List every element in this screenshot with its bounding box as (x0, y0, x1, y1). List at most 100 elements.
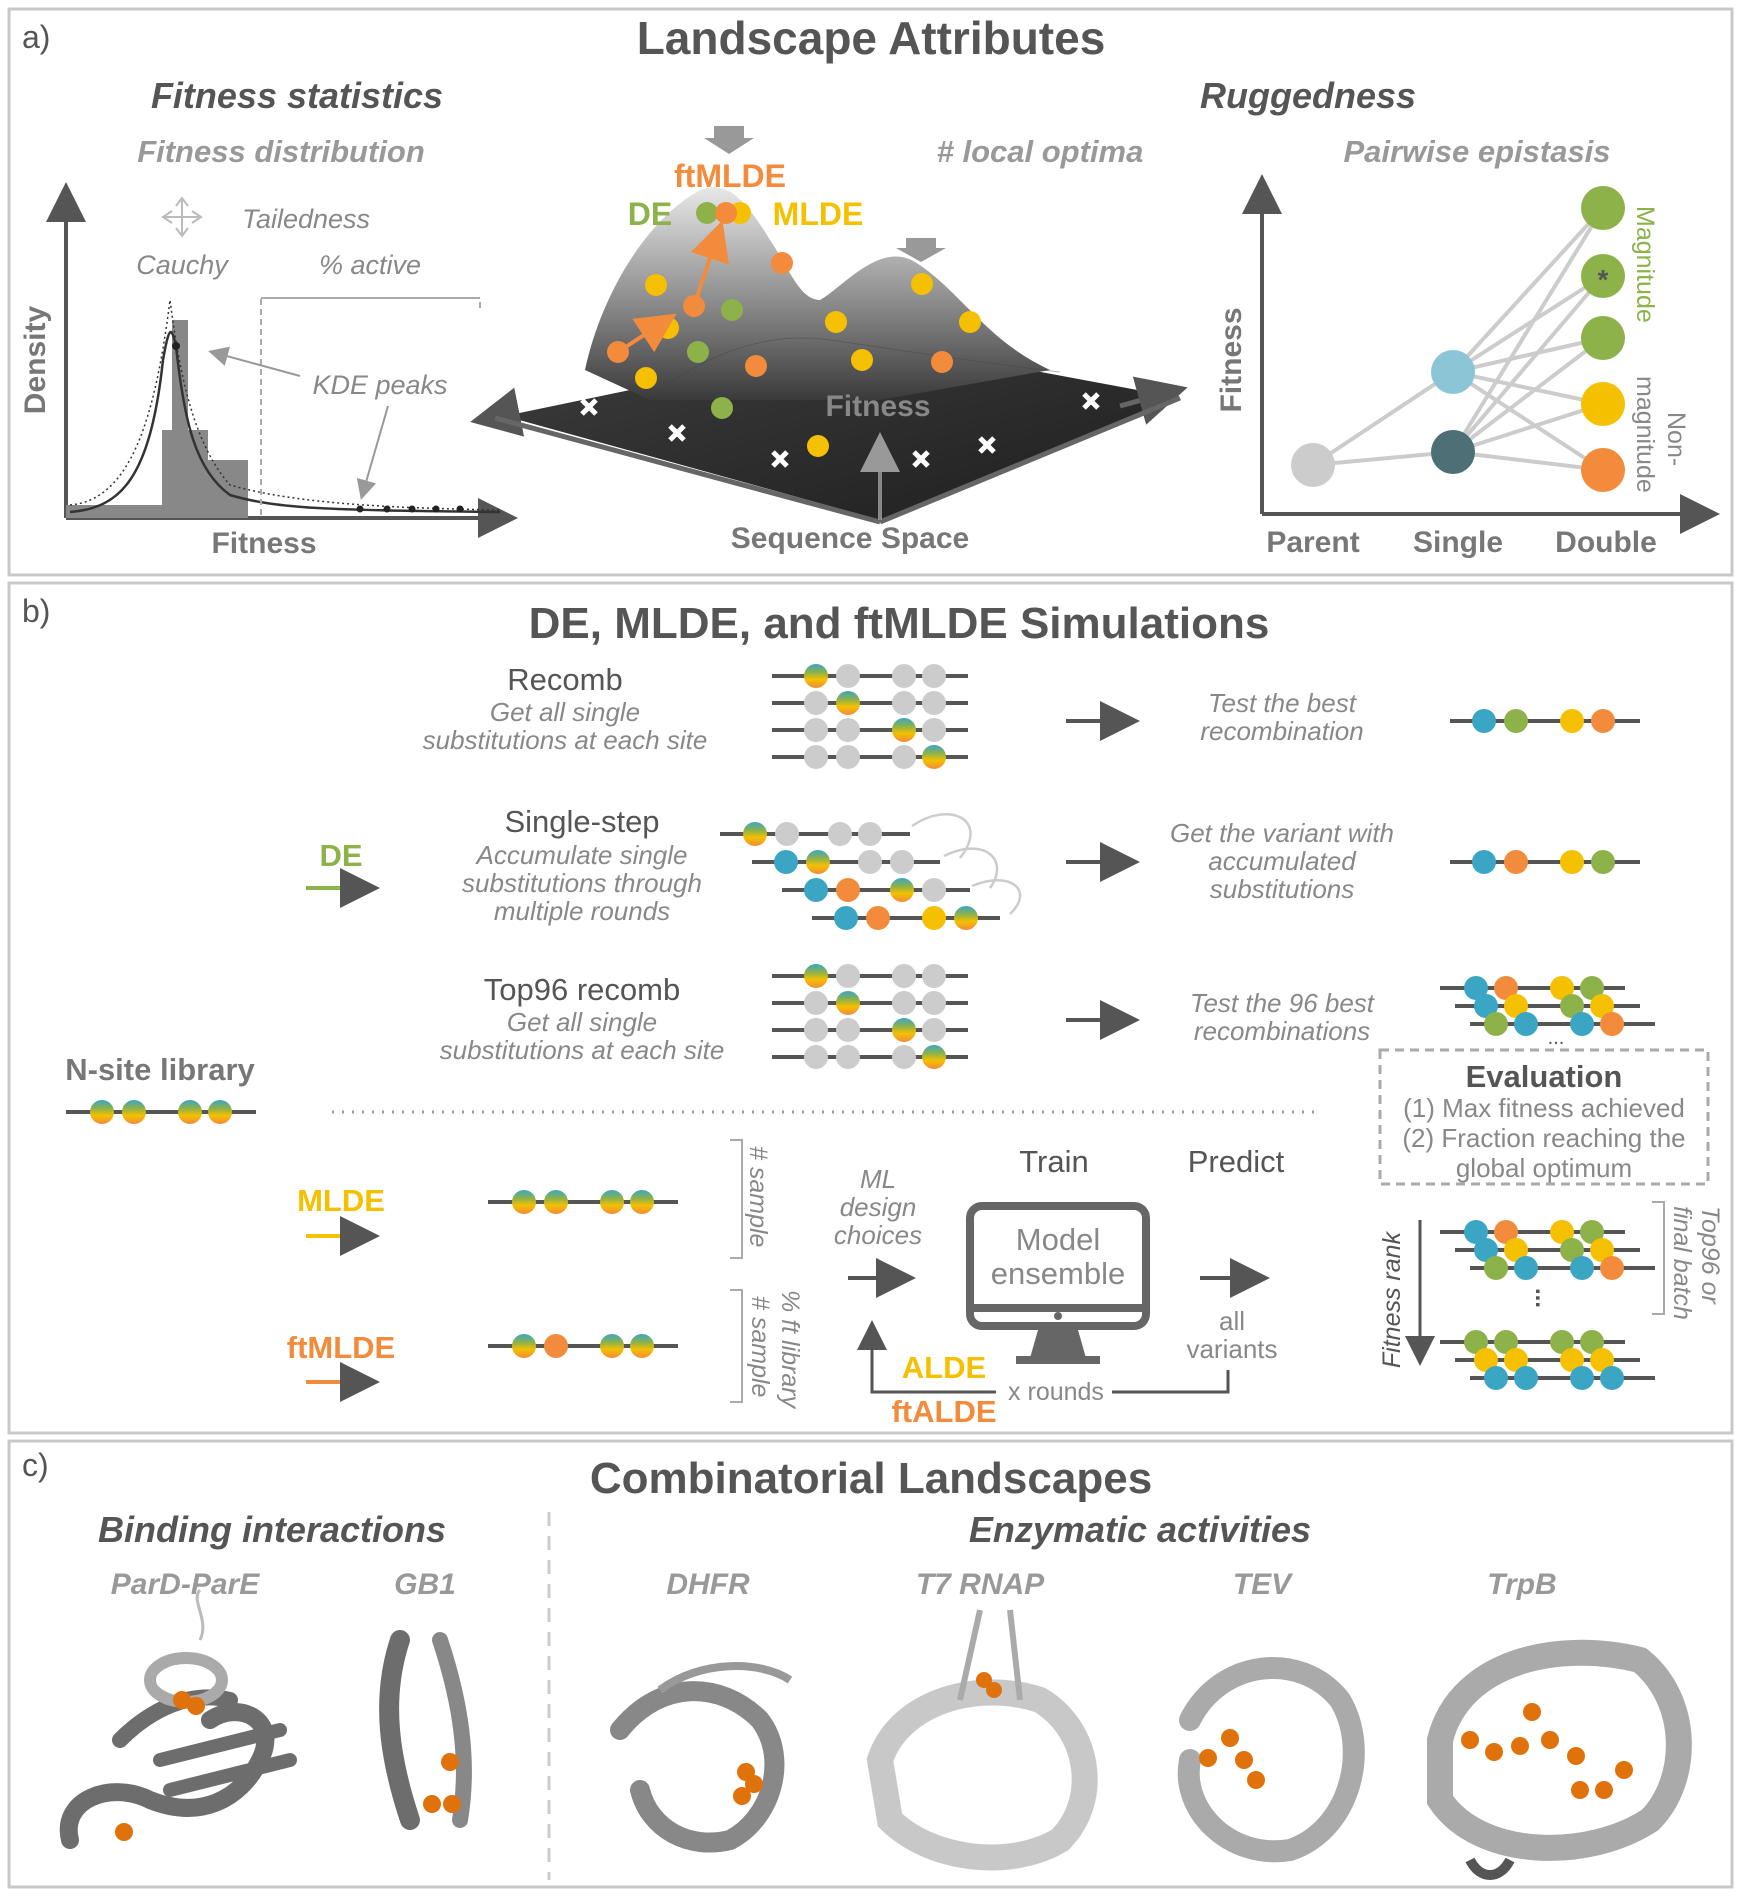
nsite-library-sequence (66, 1100, 256, 1124)
ftmlde-sample-label: # sample (746, 1296, 774, 1397)
single-step-title: Single-step (504, 804, 659, 839)
sequence-space-label: Sequence Space (731, 522, 969, 555)
recomb-title: Recomb (507, 662, 622, 697)
fitness-landscape (470, 187, 1188, 525)
top96-final-label-2: final batch (1668, 1206, 1696, 1320)
de-label: DE (319, 838, 362, 873)
tailedness-label: Tailedness (242, 204, 370, 234)
nsite-label: N-site library (65, 1052, 255, 1087)
pard-pare-structure (59, 1588, 297, 1849)
loop-right (1112, 1370, 1230, 1394)
top96-result-1: Test the 96 best (1190, 988, 1376, 1018)
panel-b-label: b) (22, 593, 50, 629)
fitness-histogram (66, 320, 248, 518)
ranked-variants-bottom (1440, 1330, 1655, 1390)
monitor-icon (966, 1202, 1150, 1364)
pard-pare-label: ParD-ParE (111, 1568, 260, 1601)
local-optimum-arrow (896, 238, 946, 262)
t7-rnap-label: T7 RNAP (916, 1568, 1045, 1601)
recomb-result-2: recombination (1200, 716, 1363, 746)
fitness-rank-label: Fitness rank (1378, 1230, 1406, 1368)
panel-b-frame (7, 581, 1734, 1435)
ml-choices-2: design (840, 1192, 917, 1222)
kde-curve (69, 330, 501, 514)
dhfr-label: DHFR (666, 1568, 750, 1601)
non-magnitude-label: magnitude (1631, 376, 1659, 493)
top96-ellipsis: ... (1548, 1027, 1565, 1049)
top96-desc-1: Get all single (507, 1007, 657, 1037)
trpb-structure (1427, 1639, 1692, 1880)
single-step-desc-1: Accumulate single (475, 840, 688, 870)
gb1-label: GB1 (394, 1568, 456, 1601)
evaluation-box (1378, 1048, 1710, 1186)
all-label: all (1219, 1306, 1245, 1336)
single-tick: Single (1413, 526, 1503, 559)
single-step-sequences (720, 813, 1022, 930)
panel-a-label: a) (22, 19, 50, 55)
dhfr-structure (610, 1662, 793, 1853)
binding-heading: Binding interactions (98, 1509, 446, 1550)
kde-peaks-tail (356, 505, 464, 513)
recomb-desc-2: substitutions at each site (423, 725, 708, 755)
ftmlde-sequence (488, 1334, 678, 1358)
tev-label: TEV (1233, 1568, 1294, 1601)
single-step-result-2: accumulated (1208, 846, 1357, 876)
mlde-label: MLDE (297, 1183, 385, 1218)
single-step-variant (1450, 850, 1640, 874)
epistasis-lines (1311, 206, 1605, 472)
evaluation-line-3: global optimum (1456, 1153, 1632, 1183)
single-step-result-1: Get the variant with (1170, 818, 1394, 848)
ruggedness-heading: Ruggedness (1200, 75, 1416, 116)
parent-node (1291, 443, 1335, 487)
tailedness-icon (161, 196, 203, 238)
mlde-landscape-label: MLDE (773, 196, 864, 232)
mlde-sample-label: # sample (744, 1146, 772, 1247)
ftmlde-label: ftMLDE (287, 1330, 395, 1365)
double-node-4 (1581, 382, 1625, 426)
gb1-structure (379, 1630, 472, 1830)
evaluation-line-2: (2) Fraction reaching the (1402, 1123, 1685, 1153)
rounds-label: x rounds (1008, 1378, 1104, 1406)
top96-final-bracket (1652, 1201, 1665, 1315)
enzymatic-heading: Enzymatic activities (969, 1509, 1311, 1550)
ftmlde-bracket (730, 1289, 743, 1403)
panel-b-title: DE, MLDE, and ftMLDE Simulations (529, 599, 1270, 648)
top96-title: Top96 recomb (484, 972, 680, 1007)
single-node-1 (1431, 350, 1475, 394)
mlde-bracket (730, 1139, 743, 1259)
ruggedness-fitness-label: Fitness (1215, 307, 1248, 412)
fitness-distribution-subheading: Fitness distribution (137, 134, 425, 169)
fitness-x-label: Fitness (211, 527, 316, 560)
model-label-1: Model (1016, 1222, 1100, 1257)
kde-peaks-label: KDE peaks (312, 370, 447, 400)
ml-choices-1: ML (860, 1164, 896, 1194)
evaluation-title: Evaluation (1466, 1059, 1623, 1094)
panel-c-label: c) (22, 1447, 49, 1483)
ft-library-label: % ft library (776, 1290, 804, 1410)
active-label: % active (319, 250, 421, 280)
top96-result-2: recombinations (1194, 1016, 1370, 1046)
ranked-variants-top (1440, 1220, 1655, 1280)
epistasis-star: * (1598, 264, 1609, 295)
recomb-desc-1: Get all single (490, 697, 640, 727)
active-threshold (260, 297, 481, 515)
double-node-5 (1581, 448, 1625, 492)
magnitude-label: Magnitude (1631, 206, 1659, 323)
model-label-2: ensemble (991, 1256, 1125, 1291)
single-step-desc-3: multiple rounds (494, 896, 670, 926)
top96-variants (1440, 976, 1655, 1036)
recomb-best-variant (1450, 709, 1640, 733)
ftmlde-path (616, 220, 729, 354)
double-tick: Double (1555, 526, 1657, 559)
panel-c-frame (7, 1439, 1734, 1889)
cauchy-label: Cauchy (136, 250, 229, 280)
trpb-label: TrpB (1487, 1568, 1556, 1601)
panel-a-title: Landscape Attributes (637, 12, 1106, 64)
ml-choices-3: choices (834, 1220, 922, 1250)
inactive-points (580, 392, 1100, 468)
single-step-desc-2: substitutions through (462, 868, 702, 898)
tev-structure (1177, 1657, 1365, 1863)
top96-sequences (772, 964, 968, 1069)
